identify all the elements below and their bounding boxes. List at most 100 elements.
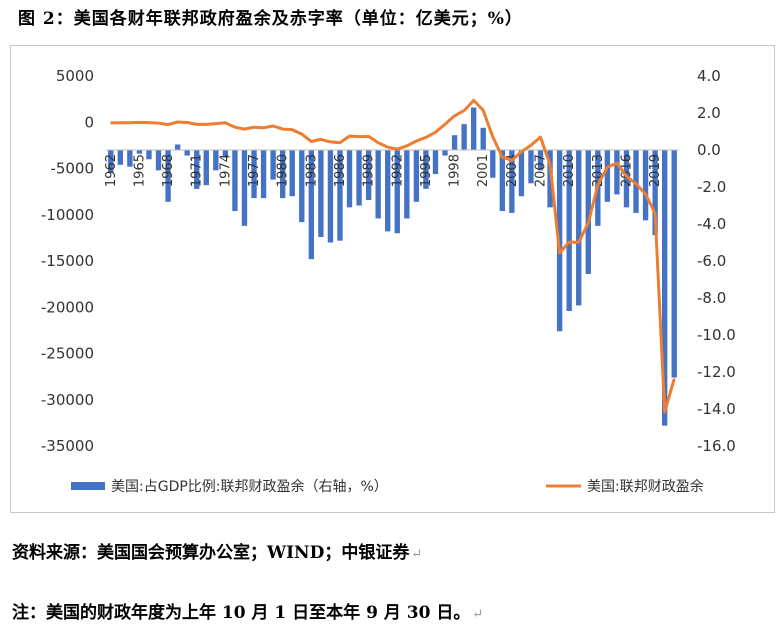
bar [671, 150, 677, 378]
x-axis-tick-label: 1980 [276, 154, 291, 187]
line-point [511, 159, 513, 162]
line-point [110, 122, 112, 124]
line-point [530, 144, 532, 146]
line-point [606, 166, 608, 168]
bar [241, 150, 248, 226]
bar [413, 150, 420, 202]
line-point [597, 184, 599, 186]
right-axis-tick-label: -8.0 [697, 289, 726, 307]
bar [604, 150, 611, 202]
line-point [387, 146, 389, 148]
line-point [463, 110, 465, 112]
line-point [310, 140, 312, 143]
legend-bar-label: 美国:占GDP比例:联邦财政盈余（右轴，%） [111, 478, 388, 495]
line-point [396, 148, 398, 150]
bar [260, 150, 267, 199]
bar [232, 150, 238, 212]
line-point [539, 136, 542, 138]
line-point [339, 142, 341, 144]
line-point [348, 135, 351, 137]
bar [442, 150, 448, 156]
left-axis-tick-label: -5000 [50, 160, 94, 178]
right-axis-tick-label: -2.0 [697, 178, 726, 196]
chart-area: 5000 0 -5000 -10000 -15000 -20000 -25000 -30000… [10, 45, 775, 513]
bar [566, 150, 572, 311]
x-axis-tick-label: 1968 [161, 154, 176, 187]
x-axis-tick-label: 1965 [132, 154, 147, 187]
bar [490, 150, 496, 178]
bar [642, 150, 649, 221]
line-point [492, 136, 494, 138]
x-axis-tick-label: 2010 [562, 154, 577, 187]
line-point [320, 138, 322, 140]
bar [404, 150, 410, 219]
bar [480, 127, 486, 150]
x-axis-tick-label: 1998 [448, 154, 463, 187]
line-point [625, 175, 628, 177]
source-text: 资料来源：美国国会预算办公室；WIND；中银证券 [12, 543, 410, 563]
right-axis-tick-label: -6.0 [697, 252, 726, 270]
line-point [234, 126, 236, 128]
x-axis-tick-label: 1962 [104, 154, 119, 187]
line-point [654, 212, 656, 214]
line-point [138, 121, 141, 123]
bar [346, 150, 353, 208]
bar [127, 150, 133, 167]
line-point [291, 128, 293, 131]
line-point [215, 123, 217, 125]
line-point [415, 140, 417, 142]
chart-title: 图 2：美国各财年联邦政府盈余及赤字率（单位：亿美元；%） [18, 9, 523, 29]
line-point [368, 135, 370, 137]
bar [614, 150, 620, 195]
bar [117, 150, 123, 165]
bar [471, 107, 477, 150]
bar [108, 150, 114, 173]
line-point [157, 122, 160, 124]
x-axis-tick-label: 1992 [390, 154, 405, 187]
bar [375, 150, 381, 219]
line-point [673, 378, 675, 380]
line-point [616, 162, 618, 164]
left-axis-tick-label: -15000 [41, 252, 94, 270]
bar [194, 150, 200, 189]
line-point [262, 127, 265, 129]
bar [184, 150, 190, 156]
line-point [520, 151, 523, 153]
bar [289, 150, 295, 197]
bar [327, 150, 334, 243]
line-point [482, 109, 484, 111]
line-point [129, 122, 131, 124]
bar [585, 150, 591, 274]
right-axis-tick-label: -12.0 [697, 363, 736, 381]
line-point [453, 115, 456, 117]
bar [280, 150, 286, 199]
x-axis-tick-label: 1974 [218, 154, 233, 187]
bar [213, 150, 219, 171]
line-point [568, 241, 570, 243]
bar [136, 150, 143, 154]
line-point [253, 126, 255, 128]
x-axis-tick-label: 2007 [534, 154, 549, 187]
line-point [549, 164, 551, 166]
bar [576, 150, 582, 306]
bar [423, 150, 429, 189]
legend-bar-swatch [71, 482, 105, 490]
paragraph-mark-icon: ↵ [472, 607, 484, 622]
right-axis-tick-label: 4.0 [697, 67, 721, 85]
bar [547, 150, 553, 208]
line-point [148, 121, 150, 124]
bar [623, 150, 630, 208]
line-point [282, 128, 284, 130]
line-point [406, 145, 408, 147]
footnote-text: 注：美国的财政年度为上年 10 月 1 日至本年 9 月 30 日。 [12, 603, 471, 623]
bar [270, 150, 276, 180]
line-point [587, 222, 589, 224]
legend-line-label: 美国:联邦财政盈余 [587, 478, 704, 495]
x-axis-tick-label: 1983 [304, 154, 319, 187]
line-point [329, 141, 332, 143]
line-point [186, 121, 188, 124]
line-point [177, 121, 179, 123]
line-point [578, 241, 580, 244]
line-point [243, 128, 246, 130]
x-axis-tick-label: 1971 [190, 154, 205, 187]
